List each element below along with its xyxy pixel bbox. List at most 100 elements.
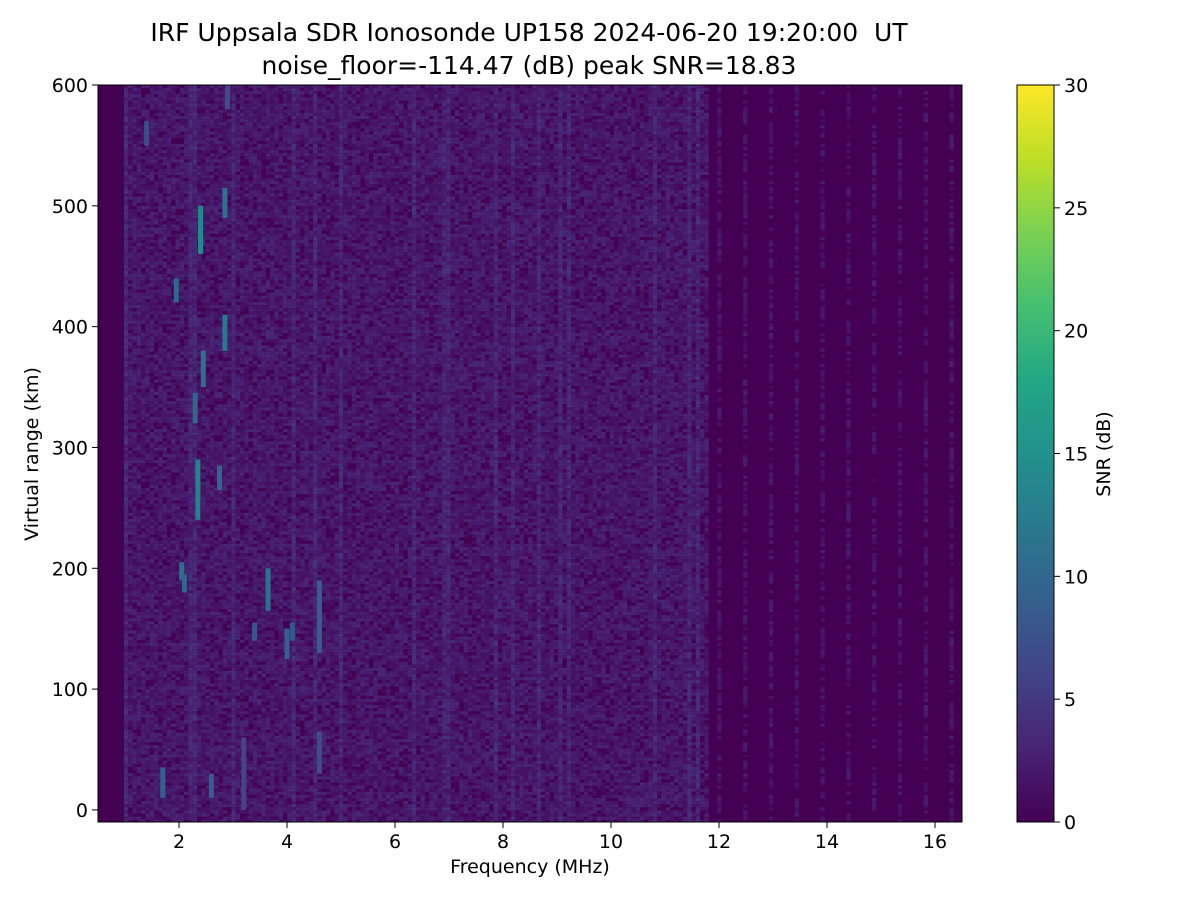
noise-cell xyxy=(128,512,133,516)
noise-cell xyxy=(123,382,129,386)
noise-cell xyxy=(192,714,197,718)
noise-cell xyxy=(192,757,197,761)
noise-cell xyxy=(136,577,142,581)
noise-cell xyxy=(136,317,142,321)
noise-cell xyxy=(123,280,129,284)
noise-cell xyxy=(141,274,146,278)
noise-cell xyxy=(162,212,167,216)
noise-cell xyxy=(205,794,210,798)
noise-cell xyxy=(132,376,137,380)
noise-cell xyxy=(192,333,197,337)
noise-cell xyxy=(171,816,176,820)
noise-cell xyxy=(209,398,215,402)
noise-cell xyxy=(205,174,210,178)
noise-cell xyxy=(136,807,142,811)
noise-cell xyxy=(141,199,146,203)
noise-cell xyxy=(141,339,146,343)
noise-cell xyxy=(145,677,150,681)
noise-cell xyxy=(201,745,206,749)
noise-cell xyxy=(205,450,210,454)
noise-cell xyxy=(145,233,150,237)
noise-cell xyxy=(141,804,146,808)
noise-cell xyxy=(179,91,185,95)
noise-cell xyxy=(205,227,210,231)
noise-cell xyxy=(205,292,210,296)
noise-cell xyxy=(149,91,154,95)
noise-cell xyxy=(166,258,172,262)
noise-cell xyxy=(166,807,172,811)
noise-cell xyxy=(166,305,172,309)
noise-cell xyxy=(141,556,146,560)
noise-cell xyxy=(188,162,193,166)
noise-cell xyxy=(184,469,189,473)
noise-cell xyxy=(162,218,167,222)
noise-cell xyxy=(166,581,172,585)
noise-cell xyxy=(184,311,189,315)
noise-cell xyxy=(171,590,176,594)
noise-cell xyxy=(123,776,129,780)
noise-cell xyxy=(132,419,137,423)
noise-cell xyxy=(141,692,146,696)
noise-cell xyxy=(136,739,142,743)
noise-cell xyxy=(128,636,133,640)
noise-cell xyxy=(214,782,219,786)
noise-cell xyxy=(188,670,193,674)
noise-cell xyxy=(209,379,215,383)
noise-cell xyxy=(128,705,133,709)
noise-cell xyxy=(154,215,159,219)
noise-cell xyxy=(218,339,223,343)
noise-cell xyxy=(184,196,189,200)
noise-cell xyxy=(192,484,197,488)
noise-cell xyxy=(128,193,133,197)
noise-cell xyxy=(132,246,137,250)
noise-cell xyxy=(123,162,129,166)
noise-cell xyxy=(171,190,176,194)
noise-cell xyxy=(123,398,129,402)
noise-cell xyxy=(218,85,223,89)
noise-cell xyxy=(132,481,137,485)
noise-cell xyxy=(132,289,137,293)
noise-cell xyxy=(188,661,193,665)
noise-cell xyxy=(188,602,193,606)
noise-cell xyxy=(197,692,202,696)
noise-cell xyxy=(123,723,129,727)
noise-cell xyxy=(141,348,146,352)
noise-cell xyxy=(145,342,150,346)
noise-cell xyxy=(188,639,193,643)
noise-cell xyxy=(166,159,172,163)
noise-cell xyxy=(136,624,142,628)
noise-cell xyxy=(192,770,197,774)
noise-cell xyxy=(154,137,159,141)
noise-cell xyxy=(141,286,146,290)
noise-cell xyxy=(145,240,150,244)
noise-cell xyxy=(158,174,163,178)
noise-cell xyxy=(179,726,185,730)
noise-cell xyxy=(192,729,197,733)
noise-cell xyxy=(154,292,159,296)
noise-cell xyxy=(132,618,137,622)
noise-cell xyxy=(192,472,197,476)
noise-cell xyxy=(158,581,163,585)
noise-cell xyxy=(197,590,202,594)
noise-cell xyxy=(128,568,133,572)
noise-cell xyxy=(179,283,185,287)
noise-cell xyxy=(158,615,163,619)
noise-cell xyxy=(214,165,219,169)
noise-cell xyxy=(222,162,228,166)
noise-cell xyxy=(171,593,176,597)
noise-cell xyxy=(214,255,219,259)
noise-cell xyxy=(175,652,180,656)
noise-cell xyxy=(154,788,159,792)
noise-cell xyxy=(136,385,142,389)
noise-cell xyxy=(222,97,228,101)
noise-cell xyxy=(158,388,163,392)
noise-cell xyxy=(158,267,163,271)
noise-cell xyxy=(209,571,215,575)
noise-cell xyxy=(192,550,197,554)
noise-cell xyxy=(222,159,228,163)
noise-cell xyxy=(149,286,154,290)
noise-cell xyxy=(132,116,137,120)
noise-cell xyxy=(209,422,215,426)
noise-cell xyxy=(205,804,210,808)
noise-cell xyxy=(175,367,180,371)
